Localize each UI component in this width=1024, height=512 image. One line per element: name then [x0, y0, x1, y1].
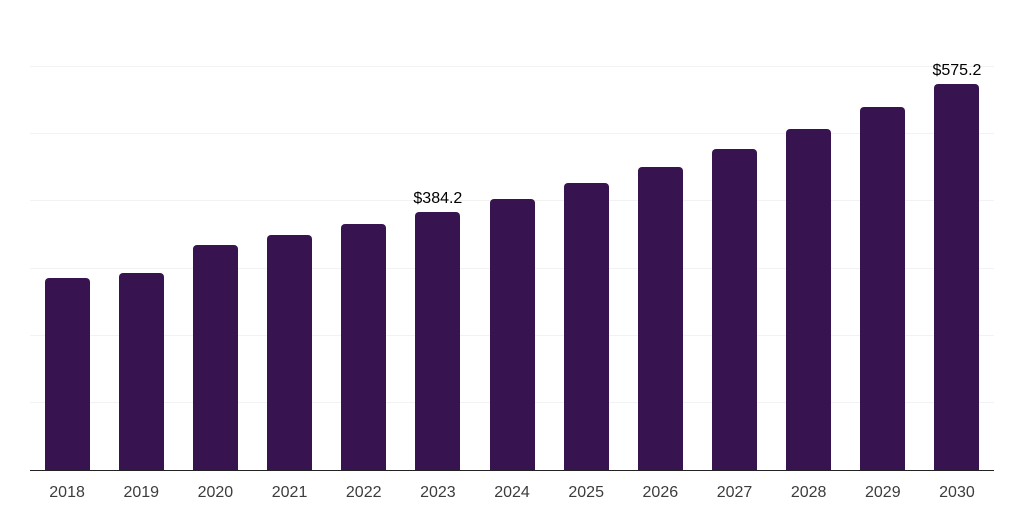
bar-2026 — [637, 166, 683, 470]
value-label-2030: $575.2 — [932, 61, 982, 79]
x-tick-2022: 2022 — [345, 484, 382, 501]
bar-2025 — [563, 183, 609, 470]
bar-2030 — [934, 83, 980, 470]
x-tick-2023: 2023 — [420, 484, 456, 501]
x-tick-2021: 2021 — [271, 484, 308, 501]
bar-slot-2027 — [697, 0, 771, 470]
bar-2023 — [415, 212, 461, 470]
bar-slot-2028 — [772, 0, 846, 470]
bar-slot-2026 — [623, 0, 697, 470]
bar-2024 — [489, 198, 535, 470]
bar-2022 — [341, 224, 387, 470]
bar-2020 — [192, 245, 238, 470]
x-tick-2019: 2019 — [123, 484, 160, 501]
x-tick-2028: 2028 — [790, 484, 827, 501]
x-tick-2020: 2020 — [197, 484, 234, 501]
bar-slot-2024 — [475, 0, 549, 470]
bar-slot-2023: $384.2 — [401, 0, 475, 470]
value-label-2023: $384.2 — [413, 190, 463, 208]
gridline-600 — [30, 66, 994, 68]
bar-2019 — [118, 273, 164, 470]
bar-slot-2020 — [178, 0, 252, 470]
bar-2018 — [44, 277, 90, 470]
bar-2021 — [267, 235, 313, 470]
bars-layer: $384.2 $575.2 — [30, 0, 994, 470]
x-tick-2024: 2024 — [494, 484, 530, 501]
bar-2029 — [860, 107, 906, 470]
plot-area: $384.2 $575.2 — [30, 0, 994, 471]
bar-slot-2029 — [846, 0, 920, 470]
x-tick-2025: 2025 — [568, 484, 604, 501]
bar-2027 — [711, 149, 757, 470]
bar-slot-2025 — [549, 0, 623, 470]
bar-slot-2030: $575.2 — [920, 0, 994, 470]
x-tick-2029: 2029 — [865, 484, 901, 501]
bar-slot-2018 — [30, 0, 104, 470]
bar-slot-2019 — [104, 0, 178, 470]
x-tick-2027: 2027 — [716, 484, 753, 501]
bar-slot-2021 — [252, 0, 326, 470]
bar-2028 — [786, 129, 832, 470]
x-tick-2018: 2018 — [49, 484, 85, 501]
x-tick-2026: 2026 — [642, 484, 679, 501]
x-tick-2030: 2030 — [939, 484, 975, 501]
gridline-500 — [30, 133, 994, 135]
x-axis-labels: 2018 2019 2020 2021 2022 2023 2024 2025 2026 2027… — [30, 484, 994, 501]
bar-slot-2022 — [327, 0, 401, 470]
